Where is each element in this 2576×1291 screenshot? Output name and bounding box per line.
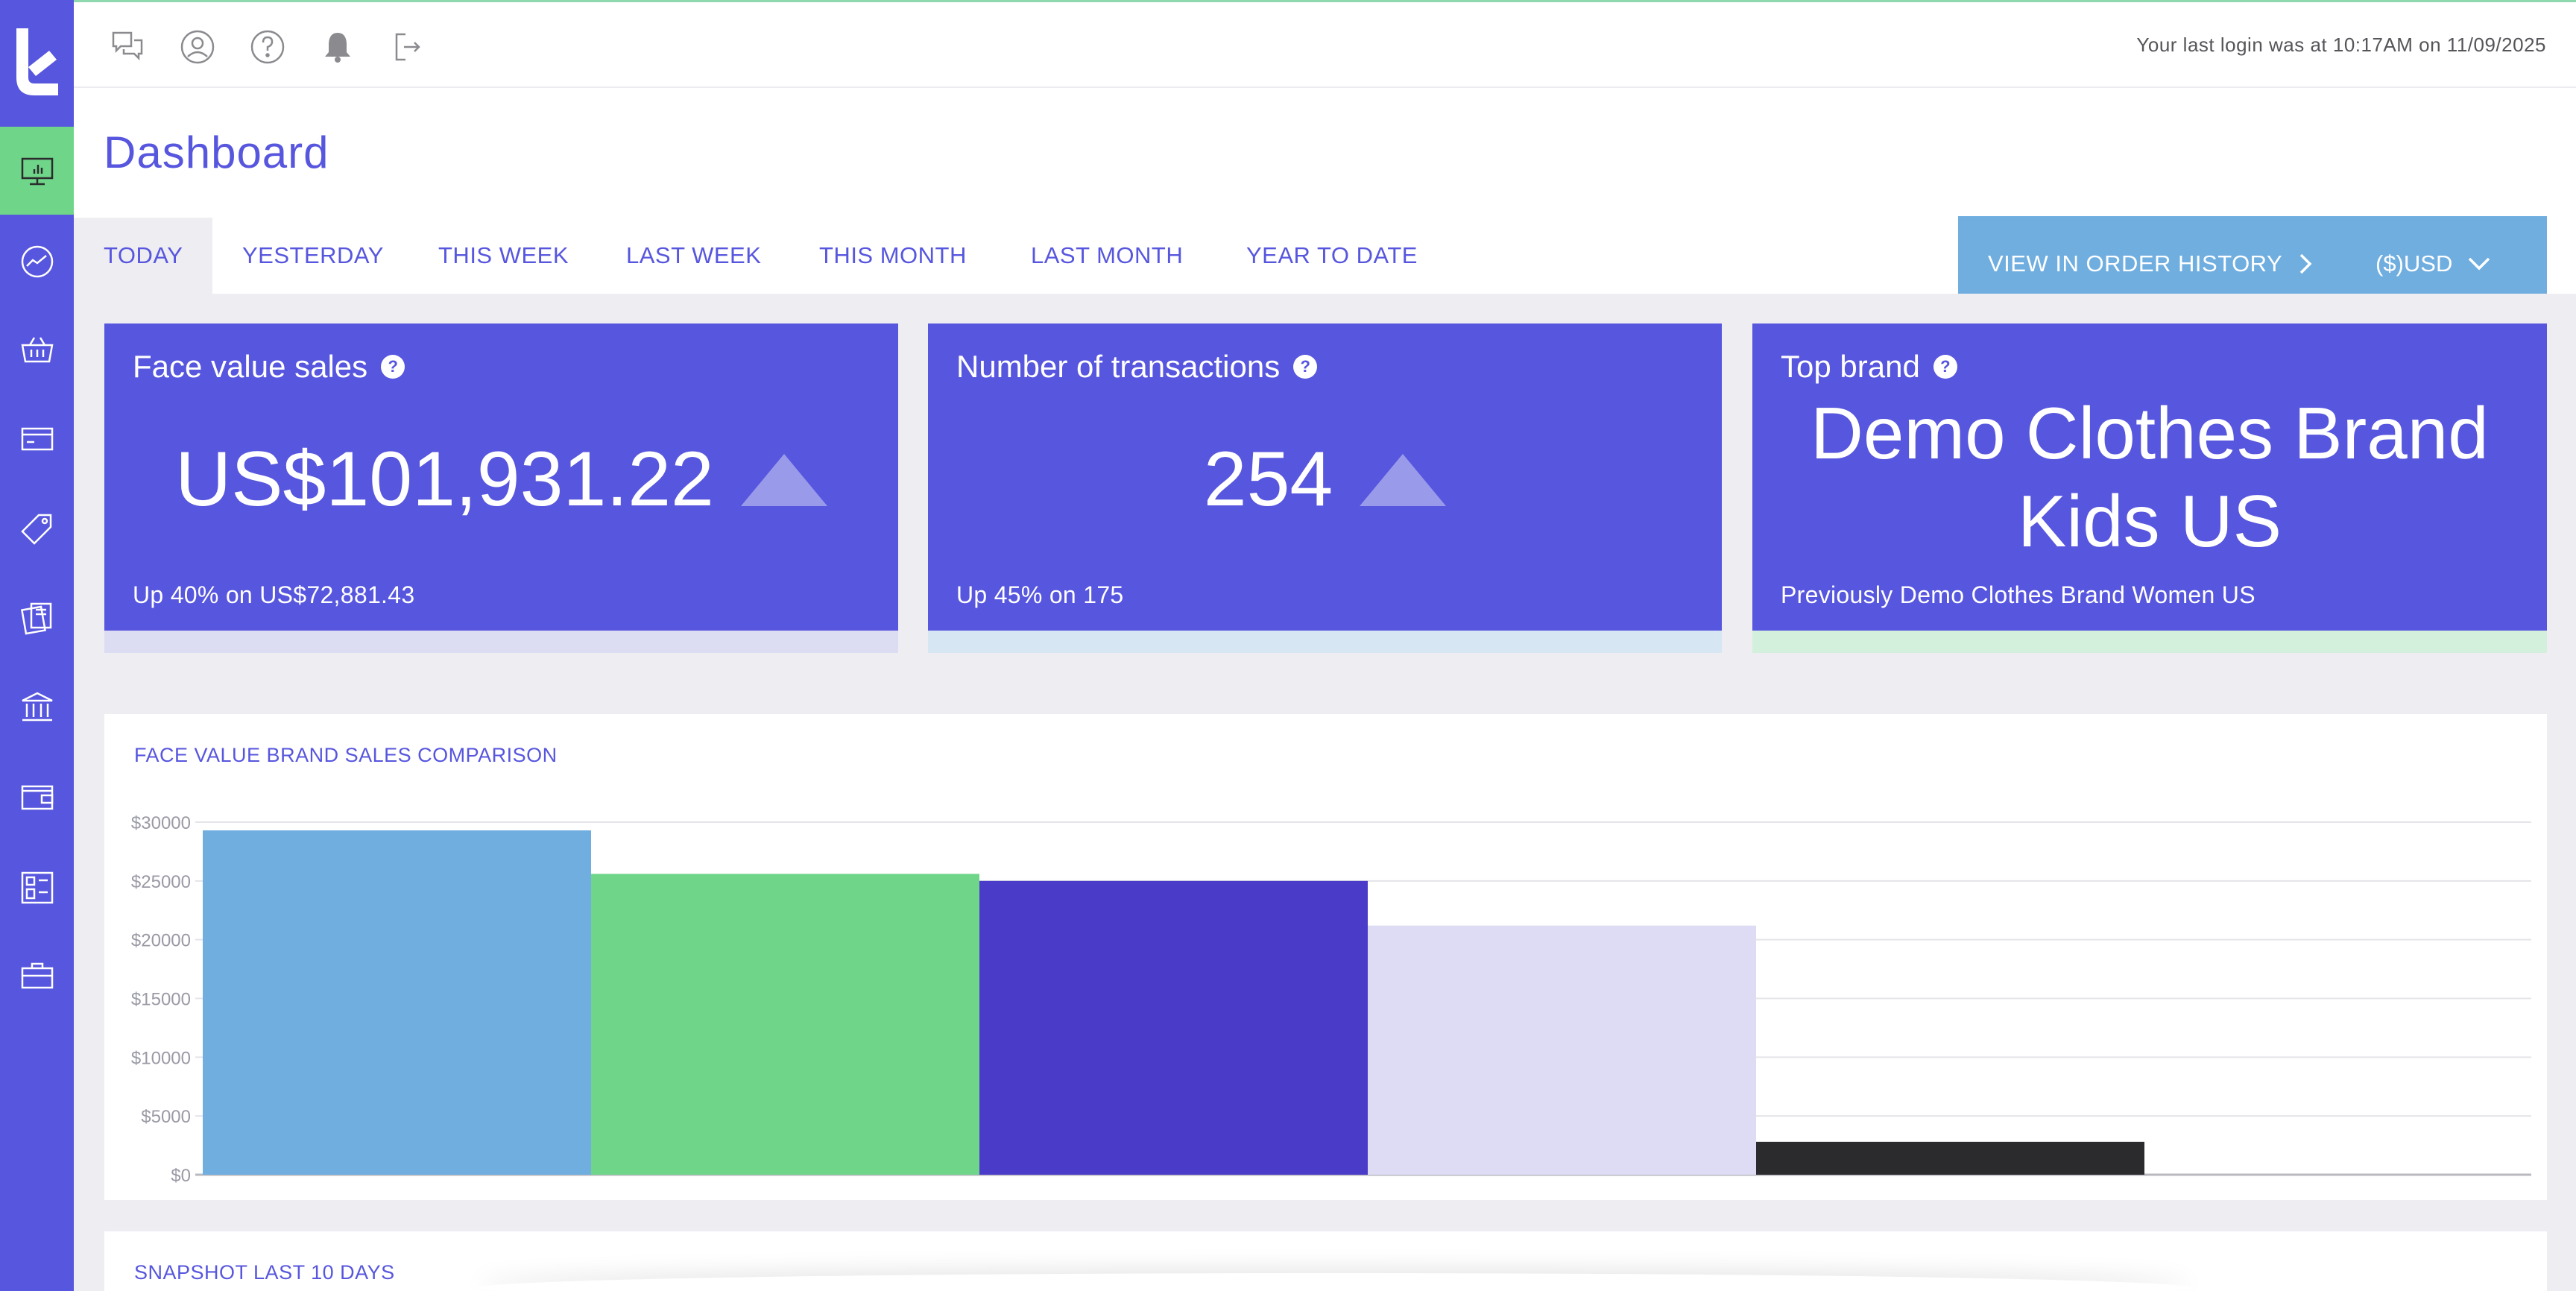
tab-year-to-date[interactable]: YEAR TO DATE [1246, 242, 1418, 268]
bell-icon [325, 33, 350, 63]
chart-bar[interactable] [203, 830, 591, 1175]
top-brand-value: Demo Clothes Brand Kids US [1811, 392, 2489, 562]
snapshot-panel: SNAPSHOT LAST 10 DAYS [104, 1231, 2547, 1291]
y-tick-label: $15000 [131, 990, 191, 1010]
title-area: Dashboard [74, 88, 2576, 218]
help-button[interactable] [248, 28, 287, 66]
y-tick-label: $25000 [131, 872, 191, 892]
trend-line-icon [21, 245, 54, 278]
view-order-history-label: VIEW IN ORDER HISTORY [1988, 250, 2283, 277]
snapshot-panel-title: SNAPSHOT LAST 10 DAYS [134, 1261, 395, 1284]
brand-logo-icon[interactable] [16, 28, 58, 95]
transactions-card-title: Number of transactions [956, 349, 1281, 384]
chart-panel-title: FACE VALUE BRAND SALES COMPARISON [134, 744, 558, 766]
sidebar-item-dashboard[interactable] [18, 151, 57, 190]
view-order-history-link[interactable]: VIEW IN ORDER HISTORY [1988, 250, 2314, 277]
top-brand-card-title-row: Top brand ? [1781, 349, 1957, 385]
sidebar-item-tags[interactable] [18, 509, 57, 548]
wallet-icon [21, 785, 54, 810]
sales-card-title: Face value sales [133, 349, 368, 384]
sidebar-item-cards[interactable] [18, 420, 57, 458]
top-brand-card: Top brand ? Demo Clothes Brand Kids US P… [1752, 323, 2547, 631]
briefcase-icon [21, 962, 54, 989]
top-bar: Your last login was at 10:17AM on 11/09/… [74, 0, 2576, 88]
sidebar-item-dashboard-active[interactable] [0, 127, 74, 215]
sidebar-item-analytics[interactable] [18, 242, 57, 281]
chevron-right-icon [2299, 253, 2312, 274]
order-history-box: VIEW IN ORDER HISTORY ($)USD [1958, 216, 2547, 294]
sidebar-item-orders[interactable] [18, 330, 57, 369]
sales-card-strip [104, 631, 898, 653]
documents-icon [20, 602, 52, 635]
tab-this-month[interactable]: THIS MONTH [819, 242, 967, 268]
profile-button[interactable] [178, 28, 217, 66]
y-tick-label: $20000 [131, 931, 191, 951]
sales-card-title-row: Face value sales ? [133, 349, 405, 385]
currency-label: ($)USD [2375, 250, 2453, 277]
logout-icon [395, 33, 420, 61]
transactions-value: 254 [1203, 436, 1333, 523]
y-tick-label: $30000 [131, 813, 191, 833]
sales-value-row: US$101,931.22 [104, 435, 898, 524]
transactions-card: Number of transactions ? 254 Up 45% on 1… [928, 323, 1722, 631]
tab-today[interactable]: TODAY [74, 218, 213, 294]
currency-select[interactable]: ($)USD [2375, 250, 2491, 277]
y-tick-label: $5000 [141, 1107, 191, 1127]
page-title: Dashboard [104, 127, 329, 177]
report-layout-icon [21, 871, 54, 904]
transactions-card-title-row: Number of transactions ? [956, 349, 1318, 385]
trend-up-icon [740, 453, 827, 506]
snapshot-chart-placeholder [477, 1273, 2191, 1291]
trend-up-icon [1360, 453, 1447, 506]
notifications-button[interactable] [318, 28, 357, 66]
chat-bubbles-icon [112, 31, 143, 61]
transactions-comparison: Up 45% on 175 [956, 581, 1124, 608]
sidebar-item-wallet[interactable] [18, 777, 57, 816]
chart-bar[interactable] [591, 874, 979, 1175]
brand-sales-chart-panel: FACE VALUE BRAND SALES COMPARISON $0 $500… [104, 714, 2547, 1200]
tag-icon [21, 514, 52, 545]
help-icon[interactable]: ? [1293, 355, 1318, 379]
tab-last-month[interactable]: LAST MONTH [1031, 242, 1184, 268]
sidebar [0, 0, 74, 1291]
top-brand-card-title: Top brand [1781, 349, 1920, 384]
last-login-text: Your last login was at 10:17AM on 11/09/… [2136, 34, 2546, 56]
sidebar-item-business[interactable] [18, 956, 57, 995]
help-icon[interactable]: ? [1933, 355, 1957, 379]
sales-comparison: Up 40% on US$72,881.43 [133, 581, 415, 608]
transactions-value-row: 254 [928, 435, 1722, 524]
card-icon [21, 427, 54, 451]
sales-card: Face value sales ? US$101,931.22 Up 40% … [104, 323, 898, 631]
help-icon[interactable]: ? [381, 355, 405, 379]
sidebar-item-reports[interactable] [18, 868, 57, 907]
monitor-chart-icon [21, 157, 54, 186]
chart-bar[interactable] [979, 880, 1368, 1175]
transactions-card-strip [928, 631, 1722, 653]
question-circle-icon [250, 30, 285, 64]
chart-bar[interactable] [1756, 1141, 2144, 1175]
basket-icon [21, 337, 54, 363]
messages-button[interactable] [108, 28, 147, 66]
previous-top-brand: Previously Demo Clothes Brand Women US [1781, 581, 2255, 608]
top-brand-card-strip [1752, 631, 2547, 653]
tab-last-week[interactable]: LAST WEEK [626, 242, 762, 268]
sidebar-item-bank[interactable] [18, 687, 57, 726]
tab-yesterday[interactable]: YESTERDAY [242, 242, 384, 268]
chevron-down-icon [2469, 257, 2490, 271]
sales-value: US$101,931.22 [175, 436, 714, 523]
tab-this-week[interactable]: THIS WEEK [438, 242, 569, 268]
bank-icon [22, 692, 53, 722]
chart-bar[interactable] [1368, 925, 1756, 1175]
brand-sales-bar-chart: $0 $5000 $10000 $15000 $20000 $25000 $30000 [131, 813, 2531, 1186]
logout-button[interactable] [388, 28, 427, 66]
y-tick-label: $0 [171, 1166, 191, 1186]
y-tick-label: $10000 [131, 1048, 191, 1068]
user-icon [180, 30, 215, 64]
sidebar-item-documents[interactable] [18, 598, 57, 637]
